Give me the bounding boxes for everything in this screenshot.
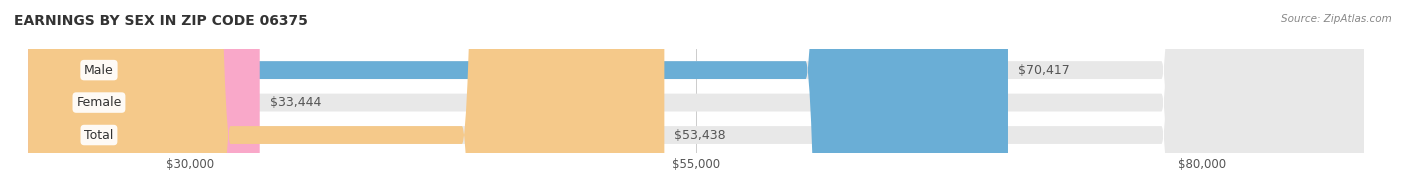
FancyBboxPatch shape <box>28 0 665 196</box>
Text: $70,417: $70,417 <box>1018 64 1070 77</box>
FancyBboxPatch shape <box>28 0 260 196</box>
Text: Male: Male <box>84 64 114 77</box>
FancyBboxPatch shape <box>28 0 1364 196</box>
Text: Source: ZipAtlas.com: Source: ZipAtlas.com <box>1281 14 1392 24</box>
FancyBboxPatch shape <box>28 0 1364 196</box>
FancyBboxPatch shape <box>28 0 1008 196</box>
Text: Total: Total <box>84 129 114 142</box>
FancyBboxPatch shape <box>28 0 1364 196</box>
Text: Female: Female <box>76 96 122 109</box>
Text: $53,438: $53,438 <box>675 129 725 142</box>
Text: EARNINGS BY SEX IN ZIP CODE 06375: EARNINGS BY SEX IN ZIP CODE 06375 <box>14 14 308 28</box>
Text: $33,444: $33,444 <box>270 96 321 109</box>
